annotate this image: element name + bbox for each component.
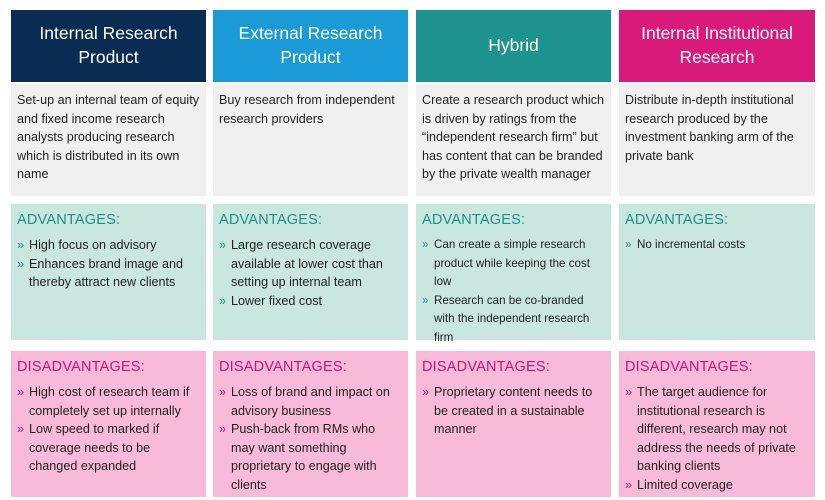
advantages-box: ADVANTAGES: » High focus on advisory » Enh… [11, 204, 206, 340]
bullet-icon: » [219, 385, 227, 399]
list-item: » Push-back from RMs who may want somethi… [219, 422, 377, 492]
disadvantages-title: DISADVANTAGES: [422, 359, 550, 375]
disadvantages-list: » Proprietary content needs to be created… [422, 383, 605, 439]
bullet-icon: » [625, 238, 632, 251]
column-description: Set-up an internal team of equity and fi… [11, 84, 206, 196]
list-item: » High focus on advisory [17, 236, 200, 255]
column-description: Buy research from independent research p… [213, 84, 408, 196]
bullet-icon: » [625, 385, 633, 399]
advantages-box: ADVANTAGES: » Can create a simple researc… [416, 204, 611, 344]
column-description: Create a research product which is drive… [416, 84, 611, 196]
advantages-list: » High focus on advisory » Enhances brand … [17, 236, 200, 292]
advantages-title: ADVANTAGES: [219, 212, 323, 228]
disadvantages-title: DISADVANTAGES: [17, 359, 145, 375]
bullet-icon: » [219, 238, 227, 252]
column-description: Distribute in-depth institutional resear… [619, 84, 815, 196]
disadvantages-title: DISADVANTAGES: [625, 359, 753, 375]
list-item: » Can create a simple research product wh… [422, 238, 590, 288]
column-external-research-product: External Research Product Buy research f… [213, 10, 408, 497]
disadvantages-list: » High cost of research team if completel… [17, 383, 200, 476]
bullet-icon: » [17, 422, 25, 436]
disadvantages-box: DISADVANTAGES: » Loss of brand and impact… [213, 351, 408, 497]
disadvantages-box: DISADVANTAGES: » Proprietary content need… [416, 351, 611, 497]
advantages-list: » Can create a simple research product wh… [422, 236, 605, 347]
advantages-title: ADVANTAGES: [625, 212, 729, 228]
list-item: » Large research coverage available at lo… [219, 238, 383, 289]
column-internal-institutional-research: Internal Institutional Research Distribu… [619, 10, 815, 497]
list-item: » High cost of research team if completel… [17, 385, 190, 418]
bullet-icon: » [17, 238, 25, 252]
advantages-box: ADVANTAGES: » No incremental costs [619, 204, 815, 340]
disadvantages-list: » Loss of brand and impact on advisory bu… [219, 383, 402, 494]
bullet-icon: » [422, 238, 429, 251]
column-header: Hybrid [416, 10, 611, 82]
disadvantages-title: DISADVANTAGES: [219, 359, 347, 375]
list-item: » Low speed to marked if coverage needs t… [17, 422, 160, 473]
bullet-icon: » [17, 256, 25, 271]
column-header: Internal Institutional Research [619, 10, 815, 82]
bullet-icon: » [625, 477, 633, 492]
list-item: » Enhances brand image and thereby attrac… [17, 256, 184, 290]
disadvantages-box: DISADVANTAGES: » The target audience for … [619, 351, 815, 497]
list-item: » Proprietary content needs to be created… [422, 385, 593, 436]
list-item: » Research can be co-branded with the ind… [422, 293, 590, 344]
bullet-icon: » [422, 385, 430, 399]
column-hybrid: Hybrid Create a research product which i… [416, 10, 611, 497]
advantages-list: » No incremental costs [625, 236, 809, 255]
column-internal-research-product: Internal Research Product Set-up an inte… [11, 10, 206, 497]
disadvantages-box: DISADVANTAGES: » High cost of research te… [11, 351, 206, 497]
advantages-list: » Large research coverage available at lo… [219, 236, 402, 310]
list-item: » Lower fixed cost [219, 292, 402, 311]
list-item: » The target audience for institutional r… [625, 385, 796, 473]
column-header: External Research Product [213, 10, 408, 82]
bullet-icon: » [219, 293, 227, 308]
advantages-title: ADVANTAGES: [17, 212, 121, 228]
bullet-icon: » [422, 293, 429, 307]
list-item: » No incremental costs [625, 236, 809, 255]
disadvantages-list: » The target audience for institutional r… [625, 383, 809, 494]
list-item: » Loss of brand and impact on advisory bu… [219, 385, 390, 418]
bullet-icon: » [219, 422, 227, 436]
list-item: » Limited coverage [625, 476, 809, 495]
advantages-title: ADVANTAGES: [422, 212, 526, 228]
advantages-box: ADVANTAGES: » Large research coverage ava… [213, 204, 408, 340]
bullet-icon: » [17, 385, 25, 399]
column-header: Internal Research Product [11, 10, 206, 82]
